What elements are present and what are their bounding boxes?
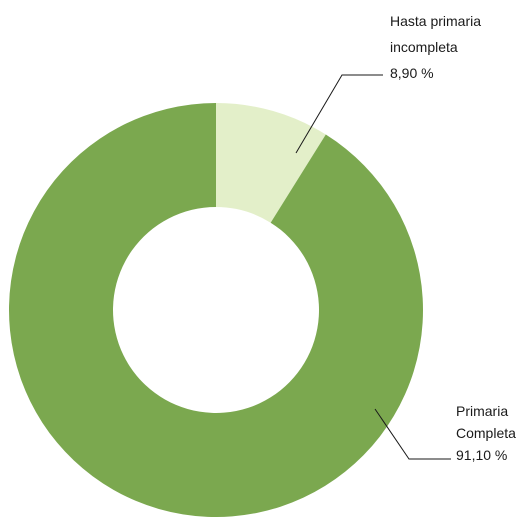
slice-label-line: Completa [456,425,516,441]
label-primaria-completa: Primaria Completa 91,10 % [374,403,516,463]
slice-value-label: 91,10 % [456,447,507,463]
leader-line [374,408,451,460]
slices-group [8,103,423,517]
leader-line [295,74,383,154]
label-hasta-primaria-incompleta: Hasta primaria incompleta 8,90 % [295,13,481,154]
donut-slice-1 [8,103,423,517]
slice-label-line: Primaria [456,403,508,419]
slice-label-line: incompleta [390,39,458,55]
slice-label-line: Hasta primaria [390,13,481,29]
donut-slice-0 [216,103,326,223]
slice-value-label: 8,90 % [390,65,434,81]
